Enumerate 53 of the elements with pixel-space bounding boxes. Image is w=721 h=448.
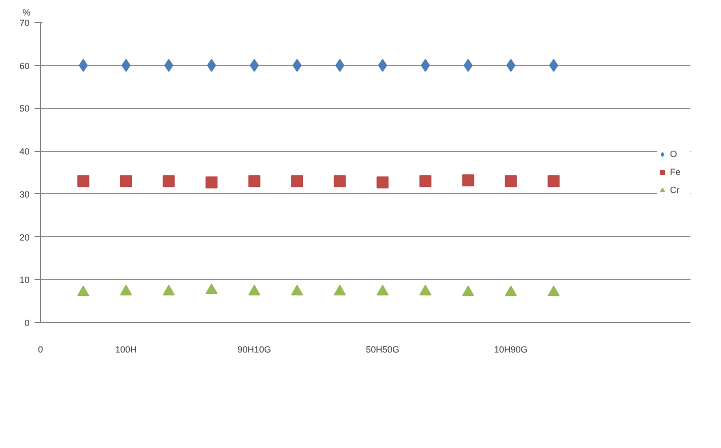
point	[334, 284, 346, 296]
point	[548, 286, 560, 296]
point	[248, 284, 260, 296]
y-tick-label: 70	[19, 18, 30, 28]
point	[77, 286, 90, 296]
point	[420, 58, 430, 72]
point	[506, 58, 516, 72]
point	[504, 175, 517, 188]
point	[376, 176, 389, 188]
point	[291, 175, 304, 188]
point	[378, 58, 388, 72]
y-tick-label: 0	[24, 318, 30, 328]
y-tick-label: 60	[19, 60, 30, 71]
text: 0	[38, 344, 44, 354]
point	[78, 58, 88, 72]
point	[122, 58, 131, 72]
point	[292, 58, 302, 72]
y-tick-label: 20	[19, 232, 30, 242]
point	[120, 284, 132, 296]
legend-label: Cr	[670, 185, 680, 195]
point	[419, 284, 432, 296]
point	[504, 286, 517, 296]
point	[335, 58, 344, 72]
point	[376, 284, 389, 296]
y-tick-label: 30	[19, 189, 30, 200]
point	[462, 174, 474, 186]
x-tick-label: 50H50G	[366, 344, 400, 354]
point	[207, 58, 216, 72]
point	[549, 58, 558, 72]
legend-label: O	[670, 149, 678, 159]
point	[334, 175, 346, 188]
x-tick-label: 90H10G	[238, 344, 272, 354]
point	[120, 175, 132, 188]
x-tick-label: 10H90G	[494, 344, 528, 354]
point	[206, 284, 218, 294]
point	[248, 175, 260, 188]
point	[206, 176, 218, 188]
legend-label: Fe	[670, 167, 682, 177]
point	[162, 284, 175, 296]
point	[548, 175, 560, 188]
y-tick-label: 50	[19, 104, 30, 114]
point	[164, 58, 174, 72]
point	[77, 175, 90, 188]
y-tick-label: 10	[19, 275, 30, 286]
point	[419, 175, 432, 188]
point	[162, 175, 175, 188]
point	[462, 286, 474, 296]
x-tick-label: 100H	[115, 344, 137, 354]
point	[291, 284, 304, 296]
y-tick-label: 40	[19, 146, 30, 157]
point	[464, 58, 473, 72]
point	[250, 58, 259, 72]
y-axis-title: %	[22, 8, 31, 18]
